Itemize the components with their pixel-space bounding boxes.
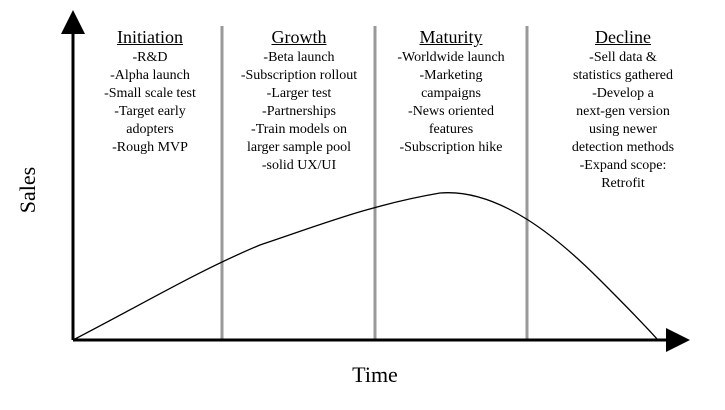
stage-item: -Rough MVP [112,140,188,155]
stage-maturity: Maturity -Worldwide launch -Marketing ca… [377,26,525,157]
stage-item: Retrofit [601,176,645,191]
stage-item: -Subscription rollout [240,68,358,83]
stage-item: next-gen version [576,104,670,119]
stage-item: -Target early [114,104,186,119]
stage-item: using newer [588,122,658,137]
stage-item: detection methods [571,140,675,155]
stage-item: -R&D [132,50,168,65]
stage-item: -solid UX/UI [261,158,337,173]
stage-initiation: Initiation -R&D -Alpha launch -Small sca… [80,26,220,157]
stage-title: Growth [271,27,327,47]
stage-item: -Small scale test [104,86,196,101]
stage-item: -Alpha launch [110,68,190,83]
sales-curve [72,192,659,341]
stage-item: -News oriented [408,104,494,119]
stage-title: Initiation [117,27,183,47]
stage-item: -Beta launch [263,50,335,65]
stage-item: larger sample pool [247,140,351,155]
stage-item: -Develop a [592,86,654,101]
stage-item: features [428,122,474,137]
stage-item: -Expand scope: [579,158,667,173]
stage-item: -Worldwide launch [397,50,505,65]
stage-item: -Marketing [419,68,483,83]
stage-growth: Growth -Beta launch -Subscription rollou… [224,26,374,175]
stage-item: -Partnerships [262,104,336,119]
stage-item: -Subscription hike [399,140,503,155]
y-axis-label: Sales [15,166,40,214]
stage-decline: Decline -Sell data & statistics gathered… [529,26,717,193]
stage-title: Decline [595,27,651,47]
stage-item: -Train models on [251,122,347,137]
stage-item: -Larger test [266,86,332,101]
stage-item: statistics gathered [573,68,673,83]
stage-item: -Sell data & [589,50,657,65]
stage-title: Maturity [419,27,483,47]
stage-item: adopters [126,122,174,137]
stage-item: campaigns [421,86,481,101]
x-axis-label: Time [352,362,398,387]
